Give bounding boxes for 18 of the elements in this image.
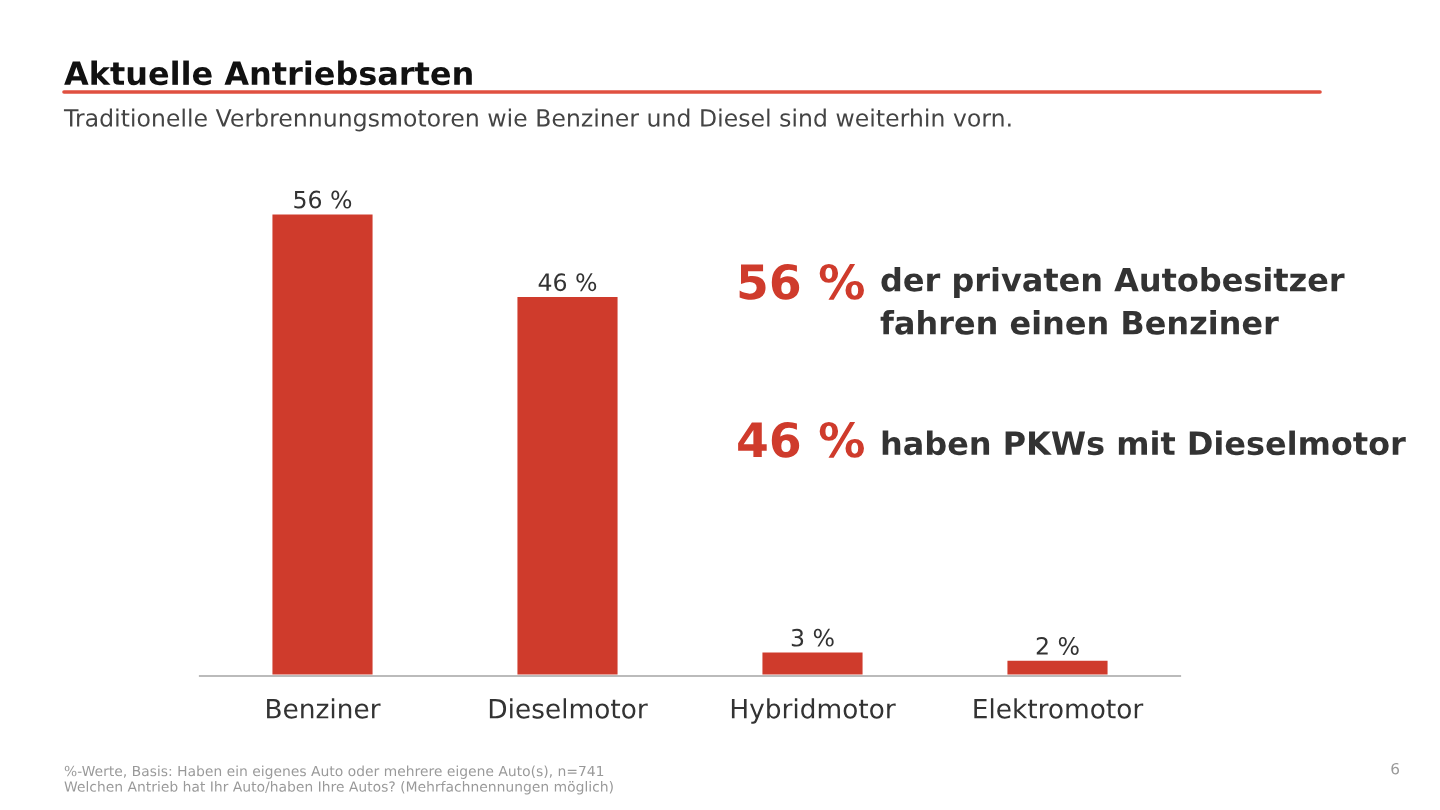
annotation: 46 % <box>738 421 864 458</box>
chart-title: Aktuelle Antriebsarten <box>64 60 472 86</box>
x-tick-label: Elektromotor <box>974 698 1144 719</box>
annotation: der privaten Autobesitzer fahren einen Benziner <box>880 267 1345 335</box>
bar <box>269 211 376 676</box>
data-label: 46 % <box>538 273 597 292</box>
annotation: haben PKWs mit Dieselmotor <box>882 430 1406 456</box>
bar <box>759 649 866 676</box>
data-label: 2 % <box>1036 637 1079 655</box>
x-tick-label: Benziner <box>267 698 381 719</box>
bar <box>1004 658 1111 676</box>
bar <box>514 294 621 676</box>
data-label: 56 % <box>294 190 352 209</box>
x-tick-label: Dieselmotor <box>489 698 648 719</box>
annotation: 56 % <box>739 263 864 300</box>
chart-subtitle: Traditionelle Verbrennungsmotoren wie Benziner und Diesel sind weiterhin vorn. <box>63 108 1011 132</box>
x-tick-label: Hybridmotor <box>731 698 896 724</box>
data-label: 3 % <box>791 628 834 647</box>
